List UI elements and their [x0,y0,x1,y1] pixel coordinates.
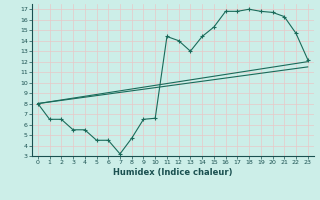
X-axis label: Humidex (Indice chaleur): Humidex (Indice chaleur) [113,168,233,177]
